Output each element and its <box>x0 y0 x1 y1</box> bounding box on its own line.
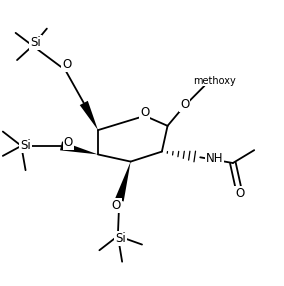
Text: Si: Si <box>30 36 41 49</box>
Text: O: O <box>62 58 71 72</box>
Polygon shape <box>115 162 131 202</box>
Text: O: O <box>64 136 73 150</box>
Text: O: O <box>235 186 245 200</box>
Text: Si: Si <box>20 139 31 152</box>
Text: O: O <box>140 106 149 119</box>
Text: Si: Si <box>115 232 126 245</box>
Polygon shape <box>60 141 98 154</box>
Text: methoxy: methoxy <box>193 76 236 86</box>
Polygon shape <box>80 101 98 130</box>
Text: NH: NH <box>206 152 224 165</box>
Text: O: O <box>112 199 121 212</box>
Text: O: O <box>180 98 189 111</box>
